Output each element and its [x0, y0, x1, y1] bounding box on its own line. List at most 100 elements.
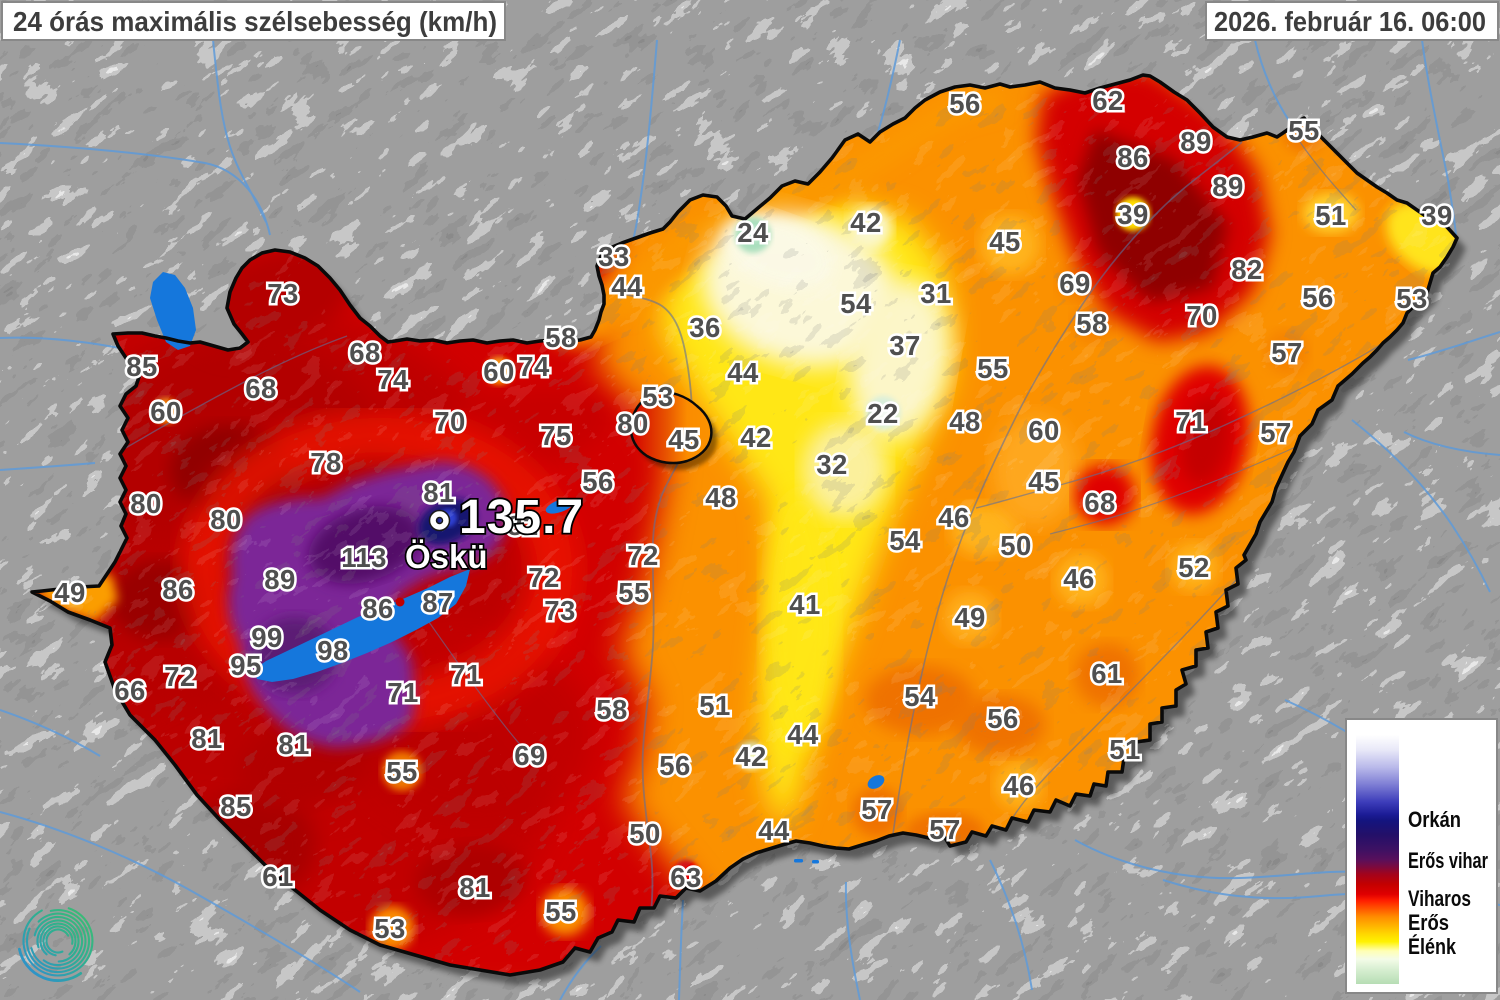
- svg-text:81: 81: [191, 723, 222, 754]
- svg-text:70: 70: [434, 406, 465, 437]
- svg-text:42: 42: [735, 741, 766, 772]
- svg-text:56: 56: [949, 88, 980, 119]
- svg-text:60: 60: [150, 396, 181, 427]
- svg-text:69: 69: [514, 740, 545, 771]
- svg-text:55: 55: [618, 577, 649, 608]
- svg-text:31: 31: [920, 278, 951, 309]
- svg-text:72: 72: [528, 562, 559, 593]
- svg-text:55: 55: [386, 756, 417, 787]
- svg-text:98: 98: [317, 635, 348, 666]
- svg-text:53: 53: [374, 913, 405, 944]
- svg-text:36: 36: [689, 312, 720, 343]
- svg-text:45: 45: [989, 226, 1020, 257]
- svg-text:50: 50: [1000, 530, 1031, 561]
- svg-text:80: 80: [617, 408, 648, 439]
- svg-text:60: 60: [1028, 415, 1059, 446]
- svg-text:55: 55: [977, 353, 1008, 384]
- svg-text:41: 41: [789, 589, 820, 620]
- svg-text:33: 33: [598, 241, 629, 272]
- svg-text:99: 99: [251, 622, 282, 653]
- svg-text:49: 49: [54, 577, 85, 608]
- svg-text:52: 52: [1178, 552, 1209, 583]
- svg-text:61: 61: [1091, 658, 1122, 689]
- svg-text:71: 71: [1175, 406, 1206, 437]
- svg-text:37: 37: [889, 330, 920, 361]
- svg-text:66: 66: [114, 675, 145, 706]
- svg-text:85: 85: [220, 791, 251, 822]
- svg-text:68: 68: [245, 373, 276, 404]
- svg-text:Öskü: Öskü: [405, 538, 488, 575]
- svg-text:56: 56: [582, 466, 613, 497]
- svg-text:73: 73: [544, 595, 575, 626]
- svg-text:45: 45: [1028, 466, 1059, 497]
- svg-text:56: 56: [659, 750, 690, 781]
- svg-text:42: 42: [740, 422, 771, 453]
- svg-text:58: 58: [545, 322, 576, 353]
- svg-text:68: 68: [1084, 487, 1115, 518]
- svg-text:74: 74: [377, 364, 409, 395]
- svg-text:61: 61: [262, 861, 293, 892]
- svg-text:42: 42: [850, 207, 881, 238]
- svg-text:57: 57: [1260, 417, 1291, 448]
- svg-text:44: 44: [758, 815, 790, 846]
- svg-text:51: 51: [1109, 734, 1140, 765]
- svg-text:22: 22: [867, 398, 898, 429]
- svg-text:55: 55: [1288, 115, 1319, 146]
- svg-text:58: 58: [1076, 308, 1107, 339]
- svg-text:Viharos: Viharos: [1408, 886, 1471, 911]
- svg-text:24: 24: [737, 217, 769, 248]
- svg-text:89: 89: [1212, 171, 1243, 202]
- svg-text:55: 55: [545, 896, 576, 927]
- svg-text:72: 72: [164, 661, 195, 692]
- svg-text:44: 44: [727, 357, 759, 388]
- svg-text:62: 62: [1092, 85, 1123, 116]
- svg-text:85: 85: [126, 351, 157, 382]
- svg-text:44: 44: [787, 719, 819, 750]
- svg-text:57: 57: [929, 814, 960, 845]
- svg-text:80: 80: [210, 504, 241, 535]
- svg-text:73: 73: [267, 278, 298, 309]
- svg-text:Orkán: Orkán: [1408, 807, 1461, 832]
- svg-text:57: 57: [861, 794, 892, 825]
- svg-text:68: 68: [349, 337, 380, 368]
- svg-text:54: 54: [904, 681, 936, 712]
- svg-text:74: 74: [518, 351, 550, 382]
- svg-text:45: 45: [668, 424, 699, 455]
- svg-text:46: 46: [1063, 563, 1094, 594]
- svg-text:50: 50: [629, 818, 660, 849]
- svg-text:44: 44: [611, 271, 643, 302]
- svg-text:135.7: 135.7: [459, 491, 584, 544]
- svg-text:80: 80: [130, 488, 161, 519]
- svg-text:87: 87: [422, 587, 453, 618]
- svg-text:81: 81: [459, 872, 490, 903]
- svg-text:48: 48: [949, 406, 980, 437]
- svg-text:71: 71: [450, 659, 481, 690]
- svg-text:24 órás maximális szélsebesség: 24 órás maximális szélsebesség (km/h): [13, 6, 497, 37]
- svg-text:48: 48: [705, 482, 736, 513]
- svg-text:54: 54: [840, 288, 872, 319]
- svg-text:81: 81: [278, 729, 309, 760]
- svg-text:46: 46: [938, 502, 969, 533]
- svg-text:39: 39: [1421, 200, 1452, 231]
- svg-text:86: 86: [162, 574, 193, 605]
- svg-text:70: 70: [1186, 300, 1217, 331]
- svg-text:57: 57: [1271, 337, 1302, 368]
- svg-text:54: 54: [889, 525, 921, 556]
- svg-text:71: 71: [387, 677, 418, 708]
- svg-text:51: 51: [699, 690, 730, 721]
- svg-text:82: 82: [507, 510, 538, 541]
- svg-text:82: 82: [1231, 254, 1262, 285]
- svg-text:49: 49: [954, 602, 985, 633]
- svg-text:32: 32: [816, 449, 847, 480]
- svg-text:75: 75: [540, 420, 571, 451]
- svg-text:Erős vihar: Erős vihar: [1408, 848, 1488, 873]
- svg-text:95: 95: [230, 650, 261, 681]
- svg-text:56: 56: [1302, 282, 1333, 313]
- svg-text:86: 86: [362, 593, 393, 624]
- svg-text:72: 72: [627, 540, 658, 571]
- svg-text:53: 53: [1396, 283, 1427, 314]
- svg-text:53: 53: [642, 381, 673, 412]
- svg-text:89: 89: [1180, 126, 1211, 157]
- svg-text:89: 89: [264, 564, 295, 595]
- svg-text:58: 58: [596, 694, 627, 725]
